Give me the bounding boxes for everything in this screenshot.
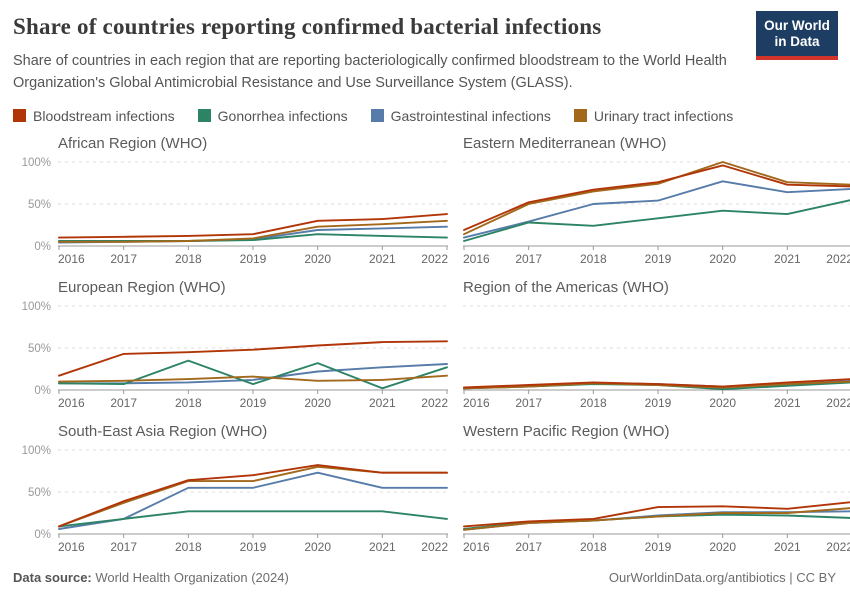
gonorrhea-swatch-icon	[197, 109, 211, 122]
svg-text:2016: 2016	[463, 252, 490, 266]
svg-text:2019: 2019	[645, 540, 672, 554]
svg-text:2019: 2019	[645, 396, 672, 410]
svg-text:50%: 50%	[28, 199, 51, 211]
legend-label: Bloodstream infections	[33, 107, 175, 124]
gastrointestinal-swatch-icon	[370, 109, 384, 122]
svg-text:2022: 2022	[826, 252, 850, 266]
svg-text:2017: 2017	[515, 396, 542, 410]
svg-text:2020: 2020	[304, 540, 331, 554]
legend: Bloodstream infections Gonorrhea infecti…	[13, 108, 838, 124]
svg-text:100%: 100%	[22, 157, 51, 169]
chart-plot-south-east-asia[interactable]: 0% 50% 100% 2016 2017 2018 2019 2020 2021 2022	[13, 443, 448, 556]
footer: Data source: World Health Organization (…	[13, 556, 838, 585]
svg-text:2022: 2022	[826, 396, 850, 410]
svg-text:2021: 2021	[774, 396, 801, 410]
chart-african-region: African Region (WHO) 0% 50% 100% 2016 2017 20…	[13, 135, 448, 268]
svg-text:2019: 2019	[645, 252, 672, 266]
chart-title: Eastern Mediterranean (WHO)	[463, 134, 667, 152]
svg-text:2022: 2022	[421, 396, 448, 410]
chart-title: European Region (WHO)	[58, 278, 226, 296]
svg-text:2018: 2018	[175, 396, 202, 410]
chart-european-region: European Region (WHO) 0% 50% 100% 2016 2017 2…	[13, 279, 448, 412]
legend-item-gastrointestinal[interactable]: Gastrointestinal infections	[370, 107, 551, 124]
data-source: Data source: World Health Organization (…	[13, 570, 289, 585]
svg-text:2021: 2021	[774, 252, 801, 266]
svg-text:2021: 2021	[369, 252, 396, 266]
bloodstream-swatch-icon	[13, 109, 26, 122]
svg-text:100%: 100%	[22, 445, 51, 457]
svg-text:2022: 2022	[826, 540, 850, 554]
owid-logo-line1: Our World	[764, 18, 830, 33]
chart-western-pacific: Western Pacific Region (WHO) 2016 2017 201…	[463, 423, 850, 556]
svg-text:2019: 2019	[240, 396, 267, 410]
owid-url-link[interactable]: OurWorldinData.org/antibiotics	[608, 569, 786, 585]
chart-region-of-the-americas: Region of the Americas (WHO) 2016 2017 201…	[463, 279, 850, 412]
svg-text:2022: 2022	[421, 540, 448, 554]
svg-text:2019: 2019	[240, 252, 267, 266]
chart-title: African Region (WHO)	[58, 134, 208, 152]
svg-text:2020: 2020	[304, 252, 331, 266]
svg-text:2018: 2018	[175, 540, 202, 554]
legend-label: Gonorrhea infections	[217, 107, 348, 124]
chart-plot-african-region[interactable]: 0% 50% 100% 2016 2017 2018 2019 2020 2021 2022	[13, 155, 448, 268]
svg-text:0%: 0%	[34, 241, 51, 253]
svg-text:2016: 2016	[463, 540, 490, 554]
legend-item-gonorrhea[interactable]: Gonorrhea infections	[197, 107, 348, 124]
page-title: Share of countries reporting confirmed b…	[13, 14, 602, 39]
svg-text:2016: 2016	[463, 396, 490, 410]
chart-south-east-asia: South-East Asia Region (WHO) 0% 50% 100% 20…	[13, 423, 448, 556]
svg-text:50%: 50%	[28, 487, 51, 499]
svg-text:2016: 2016	[58, 540, 85, 554]
svg-text:2017: 2017	[110, 540, 137, 554]
svg-text:2018: 2018	[580, 396, 607, 410]
owid-logo[interactable]: Our World in Data	[756, 11, 838, 61]
chart-eastern-mediterranean: Eastern Mediterranean (WHO) 2016 2017 2018…	[463, 135, 850, 268]
svg-text:2016: 2016	[58, 252, 85, 266]
legend-label: Urinary tract infections	[593, 107, 734, 124]
svg-text:2022: 2022	[421, 252, 448, 266]
footer-credit: OurWorldinData.org/antibiotics | CC BY	[609, 570, 836, 585]
chart-title: South-East Asia Region (WHO)	[58, 422, 268, 440]
legend-label: Gastrointestinal infections	[390, 107, 551, 124]
chart-subtitle: Share of countries in each region that a…	[13, 53, 727, 91]
svg-text:2018: 2018	[175, 252, 202, 266]
svg-text:2018: 2018	[580, 540, 607, 554]
svg-text:2021: 2021	[369, 540, 396, 554]
svg-text:2021: 2021	[369, 396, 396, 410]
svg-text:2017: 2017	[110, 252, 137, 266]
data-source-text: World Health Organization (2024)	[91, 569, 289, 585]
svg-text:2020: 2020	[304, 396, 331, 410]
svg-text:2017: 2017	[515, 252, 542, 266]
svg-text:2019: 2019	[240, 540, 267, 554]
chart-title: Western Pacific Region (WHO)	[463, 422, 670, 440]
svg-text:0%: 0%	[34, 529, 51, 541]
legend-item-bloodstream[interactable]: Bloodstream infections	[13, 108, 175, 124]
svg-text:2021: 2021	[774, 540, 801, 554]
svg-text:2020: 2020	[709, 252, 736, 266]
chart-plot-region-of-the-americas[interactable]: 2016 2017 2018 2019 2020 2021 2022	[463, 299, 850, 412]
license-text: | CC BY	[785, 569, 836, 585]
chart-title: Region of the Americas (WHO)	[463, 278, 669, 296]
charts-grid: African Region (WHO) 0% 50% 100% 2016 2017 20…	[13, 135, 850, 556]
urinary-swatch-icon	[573, 109, 587, 122]
legend-item-urinary[interactable]: Urinary tract infections	[573, 107, 734, 124]
svg-text:0%: 0%	[34, 385, 51, 397]
owid-logo-stripe	[756, 56, 838, 61]
data-source-label: Data source:	[13, 569, 92, 585]
svg-text:2017: 2017	[515, 540, 542, 554]
chart-plot-western-pacific[interactable]: 2016 2017 2018 2019 2020 2021 2022	[463, 443, 850, 556]
svg-text:2016: 2016	[58, 396, 85, 410]
chart-plot-eastern-mediterranean[interactable]: 2016 2017 2018 2019 2020 2021 2022	[463, 155, 850, 268]
svg-text:100%: 100%	[22, 301, 51, 313]
svg-text:2018: 2018	[580, 252, 607, 266]
chart-plot-european-region[interactable]: 0% 50% 100% 2016 2017 2018 2019 2020 2021 2022	[13, 299, 448, 412]
svg-text:2020: 2020	[709, 540, 736, 554]
svg-text:2017: 2017	[110, 396, 137, 410]
svg-text:2020: 2020	[709, 396, 736, 410]
svg-text:50%: 50%	[28, 343, 51, 355]
owid-logo-line2: in Data	[774, 34, 820, 50]
